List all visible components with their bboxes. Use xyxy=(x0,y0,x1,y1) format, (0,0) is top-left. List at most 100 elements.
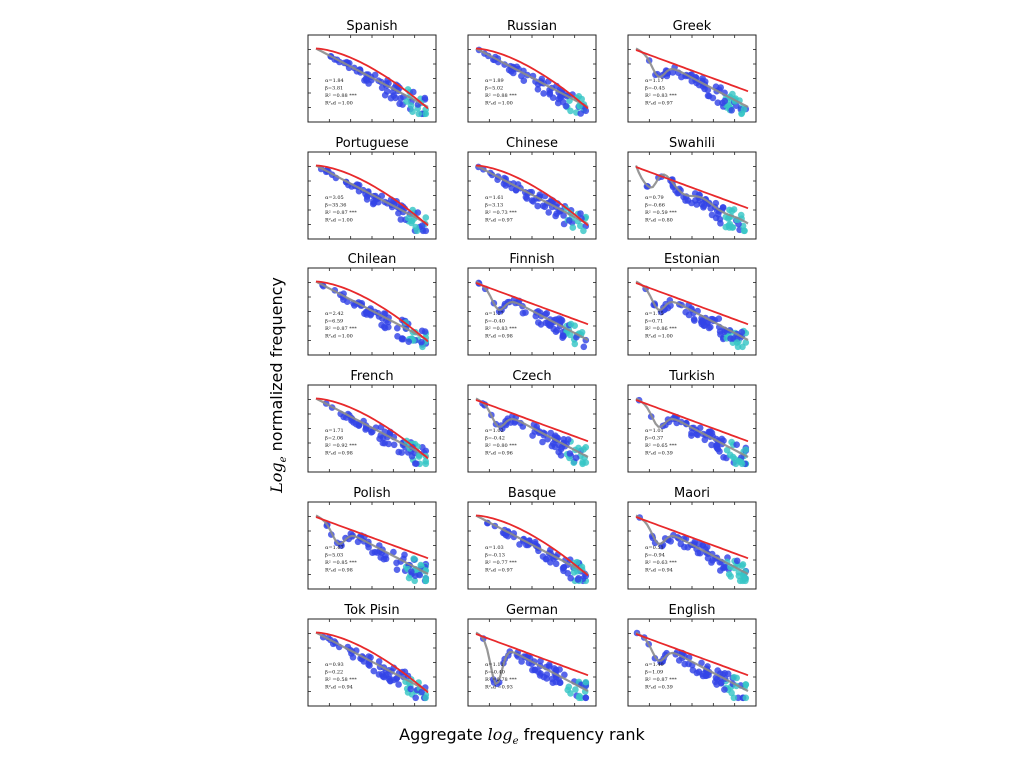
data-point xyxy=(706,428,713,436)
data-point xyxy=(730,673,738,681)
data-point xyxy=(559,565,567,572)
data-point xyxy=(522,309,529,316)
data-point xyxy=(422,214,430,221)
data-point xyxy=(344,298,351,306)
fit-stat: R²ₐd =0.97 xyxy=(645,101,673,107)
fit-stat: R² =0.63 *** xyxy=(645,560,677,566)
data-point xyxy=(704,92,712,100)
data-point xyxy=(582,459,590,466)
data-point xyxy=(721,97,728,105)
data-point xyxy=(520,77,528,84)
trend-line xyxy=(475,164,589,225)
panel-title: Maori xyxy=(674,486,710,501)
panel-title: Czech xyxy=(512,369,551,384)
data-point xyxy=(705,671,712,679)
fit-stat: R² =0.88 *** xyxy=(485,93,517,99)
data-point xyxy=(684,544,692,551)
fit-stat: α=0.79 xyxy=(645,195,664,201)
data-point xyxy=(411,577,419,585)
trend-line xyxy=(634,165,749,225)
data-point xyxy=(707,205,714,212)
fit-stat: β=0.37 xyxy=(645,436,663,442)
data-point xyxy=(417,561,425,569)
data-point xyxy=(691,317,698,324)
data-point xyxy=(405,214,412,222)
data-point xyxy=(570,569,578,576)
data-point xyxy=(667,538,674,545)
data-point xyxy=(564,570,572,577)
fit-stat: α=1.89 xyxy=(485,78,504,84)
fit-stat: R² =0.87 *** xyxy=(645,677,677,683)
data-point xyxy=(379,673,387,680)
fit-stat: R² =0.83 *** xyxy=(485,326,517,332)
trend-line xyxy=(635,397,749,458)
data-point xyxy=(392,94,399,102)
data-point xyxy=(390,441,398,449)
data-point xyxy=(390,548,397,556)
fit-stat: β=35.36 xyxy=(325,203,346,209)
data-point xyxy=(349,654,357,661)
fit-stat: R² =0.86 *** xyxy=(645,326,677,332)
fit-stat: R² =0.78 *** xyxy=(485,677,517,683)
data-point xyxy=(408,568,415,575)
data-point xyxy=(421,328,429,335)
scatter-points xyxy=(635,396,750,468)
fit-stat: α=3.05 xyxy=(325,195,344,201)
trend-line xyxy=(315,47,429,108)
fit-line xyxy=(315,516,429,560)
data-point xyxy=(518,658,525,665)
fit-stat: β=-0.94 xyxy=(645,553,665,559)
data-point xyxy=(576,692,583,700)
data-point xyxy=(401,551,408,559)
data-point xyxy=(562,102,570,110)
data-point xyxy=(407,102,415,109)
x-axis-label: Aggregate loge frequency rank xyxy=(399,725,645,747)
data-point xyxy=(421,94,429,102)
fit-stat: α=1.02 xyxy=(485,428,504,434)
data-point xyxy=(410,88,417,96)
data-point xyxy=(735,457,743,465)
fit-stat: R²ₐd =0.98 xyxy=(325,568,353,574)
data-point xyxy=(395,681,402,688)
data-point xyxy=(740,227,748,235)
y-axis-label-text: normalized frequency xyxy=(267,277,286,456)
panel-title: German xyxy=(506,603,558,618)
fit-stat: R²ₐd =0.39 xyxy=(645,685,673,691)
data-point xyxy=(685,311,693,319)
data-point xyxy=(410,555,418,562)
data-point xyxy=(418,338,425,346)
data-point xyxy=(730,206,738,213)
data-point xyxy=(661,535,669,542)
data-point xyxy=(369,428,376,436)
data-point xyxy=(540,90,547,97)
fit-stat: α=1.67 xyxy=(325,545,344,551)
trend-line xyxy=(475,47,589,108)
data-point xyxy=(416,571,424,579)
data-point xyxy=(561,671,568,679)
data-point xyxy=(714,445,721,452)
data-point xyxy=(419,227,427,235)
data-point xyxy=(422,577,430,585)
data-point xyxy=(722,564,729,571)
data-point xyxy=(414,209,422,216)
data-point xyxy=(571,340,579,348)
data-point xyxy=(560,212,567,219)
data-point xyxy=(717,331,724,338)
trend-line xyxy=(315,514,429,575)
data-point xyxy=(398,449,406,456)
data-point xyxy=(733,441,740,449)
data-point xyxy=(539,438,546,446)
fit-stat: R² =0.58 *** xyxy=(325,677,357,683)
fit-line xyxy=(475,47,589,110)
data-point xyxy=(422,694,429,702)
data-point xyxy=(694,431,701,439)
data-point xyxy=(553,327,561,334)
scatter-points xyxy=(645,57,750,118)
data-point xyxy=(370,667,378,675)
data-point xyxy=(381,91,389,99)
